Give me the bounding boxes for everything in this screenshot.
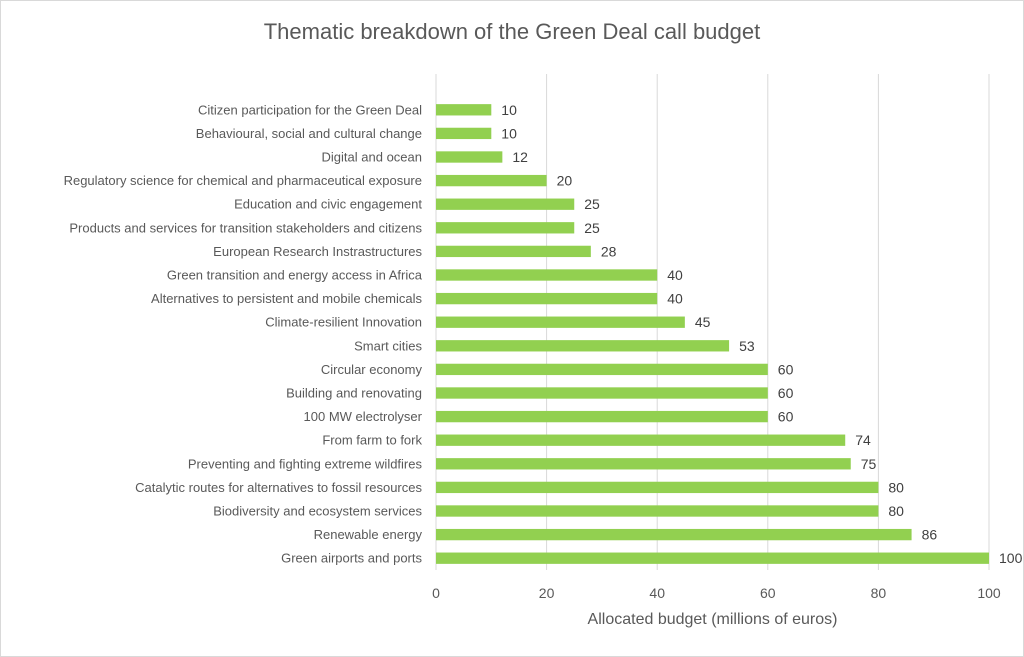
data-label: 74: [855, 432, 871, 448]
data-labels: 1010122025252840404553606060747580808610…: [501, 102, 1022, 566]
bar: [436, 387, 768, 399]
bar: [436, 434, 846, 446]
data-label: 20: [557, 173, 573, 189]
category-label: 100 MW electrolyser: [304, 409, 423, 424]
data-label: 100: [999, 550, 1023, 566]
bar: [436, 410, 768, 423]
category-label: Green airports and ports: [281, 551, 422, 566]
category-label: Green transition and energy access in Af…: [167, 268, 423, 283]
bar: [436, 127, 492, 140]
category-label: Building and renovating: [286, 386, 422, 401]
category-label: Circular economy: [321, 362, 423, 377]
data-label: 80: [888, 503, 904, 519]
data-label: 12: [512, 149, 528, 165]
bar: [436, 269, 658, 281]
x-tick-label: 0: [432, 585, 440, 601]
data-label: 10: [501, 102, 517, 118]
category-label: Behavioural, social and cultural change: [196, 126, 422, 141]
x-tick-label: 100: [977, 585, 1001, 601]
x-tick-label: 20: [539, 585, 555, 601]
bar: [436, 151, 503, 163]
bar: [436, 340, 730, 352]
data-label: 25: [584, 220, 600, 236]
category-label: Citizen participation for the Green Deal: [198, 102, 422, 117]
x-axis-title: Allocated budget (millions of euros): [587, 611, 838, 628]
bar: [436, 316, 685, 328]
bar: [436, 198, 575, 210]
data-label: 10: [501, 125, 517, 141]
category-label: Climate-resilient Innovation: [265, 315, 422, 330]
bar: [436, 363, 768, 376]
bar: [436, 292, 658, 305]
x-tick-label: 40: [649, 585, 665, 601]
category-label: Renewable energy: [314, 527, 423, 542]
data-label: 45: [695, 314, 711, 330]
category-label: European Research Instrastructures: [213, 244, 422, 259]
bar: [436, 245, 591, 258]
data-label: 25: [584, 196, 600, 212]
bar: [436, 104, 492, 116]
data-label: 53: [739, 338, 755, 354]
category-label: Regulatory science for chemical and phar…: [64, 173, 422, 188]
bar: [436, 481, 879, 494]
data-label: 86: [922, 527, 938, 543]
bar: [436, 528, 912, 541]
category-label: Education and civic engagement: [234, 197, 422, 212]
x-axis-ticks: 0 20 40 60 80 100: [432, 585, 1001, 601]
x-tick-label: 60: [760, 585, 776, 601]
data-label: 60: [778, 409, 794, 425]
bars: [436, 104, 989, 564]
data-label: 40: [667, 267, 683, 283]
data-label: 80: [888, 479, 904, 495]
category-label: Alternatives to persistent and mobile ch…: [151, 291, 422, 306]
bar: [436, 552, 989, 564]
category-labels: Citizen participation for the Green Deal…: [64, 102, 423, 565]
data-label: 40: [667, 291, 683, 307]
data-label: 28: [601, 243, 617, 259]
x-tick-label: 80: [871, 585, 887, 601]
bar: [436, 174, 547, 187]
category-label: Smart cities: [354, 338, 422, 353]
category-label: Digital and ocean: [322, 150, 422, 165]
category-label: From farm to fork: [322, 433, 422, 448]
category-label: Products and services for transition sta…: [69, 220, 422, 235]
chart-title: Thematic breakdown of the Green Deal cal…: [263, 19, 761, 44]
category-label: Biodiversity and ecosystem services: [213, 504, 422, 519]
bar: [436, 458, 851, 470]
data-label: 60: [778, 361, 794, 377]
category-label: Preventing and fighting extreme wildfire…: [188, 456, 423, 471]
bar: [436, 505, 879, 517]
bar: [436, 222, 575, 234]
data-label: 60: [778, 385, 794, 401]
category-label: Catalytic routes for alternatives to fos…: [135, 480, 422, 495]
data-label: 75: [861, 456, 877, 472]
